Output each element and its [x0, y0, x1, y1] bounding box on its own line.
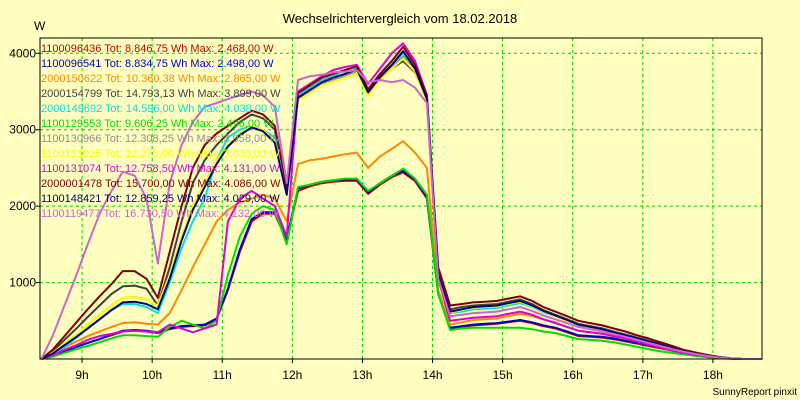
series-line-10 — [40, 45, 762, 360]
y-tick-label: 4000 — [9, 46, 36, 60]
axis-ticks: 9h 10h 11h 12h 13h 14h 15h 16h 17h 18h 1000 2000 300… — [9, 46, 723, 382]
legend-entry-10: 2000001478 Tot: 15.700,00 Wh Max: 4.086,… — [41, 178, 281, 190]
y-axis-label: W — [34, 19, 46, 33]
y-tick-label: 2000 — [9, 199, 36, 213]
footer-credit: SunnyReport pinxit — [713, 387, 798, 398]
legend-entry-1: 1100096436 Tot: 8.846,75 Wh Max: 2.468,0… — [41, 43, 274, 55]
x-tick-label: 15h — [493, 368, 513, 382]
plot-frame — [39, 37, 763, 360]
legend-entry-7: 1100130966 Tot: 12.308,25 Wh Max: 3.958,… — [41, 133, 280, 145]
legend-entry-3: 2000150622 Tot: 10.360,38 Wh Max: 2.865,… — [41, 73, 281, 85]
series-line-12 — [40, 69, 762, 360]
legend-entry-6: 1100129553 Tot: 9.606,25 Wh Max: 2.496,0… — [41, 118, 274, 130]
series-line-6 — [41, 167, 762, 360]
x-tick-label: 9h — [75, 368, 88, 382]
series-line-11 — [40, 50, 762, 360]
y-tick-label: 3000 — [9, 123, 36, 137]
x-tick-label: 14h — [423, 368, 443, 382]
chart-title: Wechselrichtervergleich vom 18.02.2018 — [283, 11, 518, 26]
x-tick-label: 16h — [563, 368, 583, 382]
legend-entry-12: 1100119477 Tot: 16.730,50 Wh Max: 4.132,… — [41, 208, 280, 220]
x-tick-label: 17h — [633, 368, 653, 382]
legend-entry-9: 1100131074 Tot: 12.758,50 Wh Max: 4.131,… — [41, 163, 280, 175]
y-tick-label: 1000 — [9, 276, 36, 290]
legend-entry-11: 1100148421 Tot: 12.859,25 Wh Max: 4.029,… — [41, 193, 280, 205]
x-tick-label: 13h — [352, 368, 372, 382]
legend-entry-5: 2000149692 Tot: 14.596,00 Wh Max: 4.038,… — [41, 103, 281, 115]
x-tick-label: 10h — [142, 368, 162, 382]
legend-entry-4: 2000154799 Tot: 14.793,13 Wh Max: 3.899,… — [41, 88, 281, 100]
legend-entry-8: 1100131025 Tot: 12.275,00 Wh Max: 3.930,… — [41, 148, 280, 160]
series-line-9 — [41, 42, 762, 360]
series-lines — [40, 42, 762, 360]
legend: 1100096436 Tot: 8.846,75 Wh Max: 2.468,0… — [41, 43, 281, 220]
x-tick-label: 12h — [282, 368, 302, 382]
legend-entry-2: 1100096541 Tot: 8.834,75 Wh Max: 2.498,0… — [41, 58, 274, 70]
x-tick-label: 11h — [213, 368, 232, 382]
x-tick-label: 18h — [703, 368, 723, 382]
